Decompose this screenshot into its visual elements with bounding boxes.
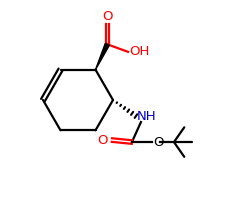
Polygon shape bbox=[96, 43, 109, 70]
Text: OH: OH bbox=[129, 45, 149, 58]
Text: O: O bbox=[102, 10, 113, 23]
Text: NH: NH bbox=[137, 110, 156, 123]
Text: O: O bbox=[153, 136, 163, 149]
Text: O: O bbox=[97, 134, 108, 147]
